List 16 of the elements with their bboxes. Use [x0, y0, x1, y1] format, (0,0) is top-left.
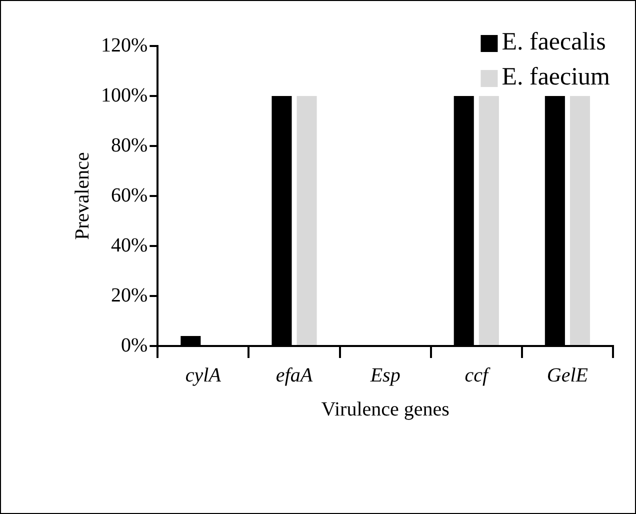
- x-tick-label: GelE: [546, 364, 588, 386]
- legend-label: E. faecium: [502, 64, 611, 91]
- y-tick-label: 80%: [110, 134, 148, 156]
- y-tick-label: 20%: [110, 284, 148, 306]
- x-tick-label: cylA: [185, 364, 222, 386]
- y-tick-label: 60%: [110, 184, 148, 206]
- y-tick-label: 40%: [110, 234, 148, 256]
- x-axis-title: Virulence genes: [321, 398, 450, 420]
- y-tick-label: 120%: [100, 34, 148, 56]
- x-tick-label: ccf: [464, 364, 490, 386]
- y-tick-label: 100%: [100, 84, 148, 106]
- x-tick-label: Esp: [369, 364, 400, 386]
- y-axis-title: Prevalence: [71, 152, 94, 240]
- legend-label: E. faecalis: [502, 28, 606, 56]
- y-tick-label: 0%: [120, 334, 148, 356]
- x-tick-label: efaA: [276, 364, 314, 386]
